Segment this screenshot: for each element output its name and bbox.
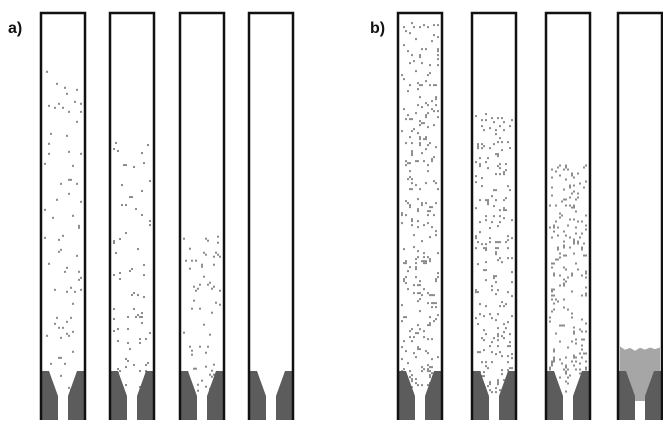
hopper-left <box>546 371 563 420</box>
tube-outline <box>178 11 226 420</box>
hopper-left <box>618 371 635 420</box>
particle-cloud <box>183 235 221 392</box>
hopper-right <box>207 371 224 420</box>
hopper-right <box>425 371 442 420</box>
tube-b-4 <box>616 11 663 420</box>
hopper-left <box>398 371 415 420</box>
hopper-left <box>41 371 58 420</box>
hopper-left <box>472 371 489 420</box>
tube-outline <box>544 11 592 420</box>
particle-cloud <box>475 113 513 394</box>
tube-a-2 <box>108 11 156 420</box>
tube-outline <box>247 11 295 420</box>
tube-outline <box>108 11 156 420</box>
hopper-right <box>645 371 662 420</box>
hopper-left <box>110 371 127 420</box>
hopper-left <box>180 371 197 420</box>
panel-b-label: b) <box>370 20 386 37</box>
particle-cloud <box>401 22 439 389</box>
tube-a-4 <box>247 11 295 420</box>
tube-outline <box>396 11 444 420</box>
tube-outline <box>616 11 663 420</box>
hopper-left <box>249 371 266 420</box>
hopper-right <box>276 371 293 420</box>
tube-a-1 <box>39 11 87 420</box>
hopper-right <box>499 371 516 420</box>
tube-b-1 <box>396 11 444 420</box>
tube-outline <box>470 11 518 420</box>
hopper-right <box>573 371 590 420</box>
particle-cloud <box>113 142 151 389</box>
particle-cloud <box>44 70 82 391</box>
tube-a-3 <box>178 11 226 420</box>
panel-a-label: a) <box>8 20 23 37</box>
tube-outline <box>39 11 87 420</box>
hopper-right <box>68 371 85 420</box>
tube-b-2 <box>470 11 518 420</box>
tube-b-3 <box>544 11 592 420</box>
particle-cloud <box>549 164 587 393</box>
hopper-right <box>137 371 154 420</box>
